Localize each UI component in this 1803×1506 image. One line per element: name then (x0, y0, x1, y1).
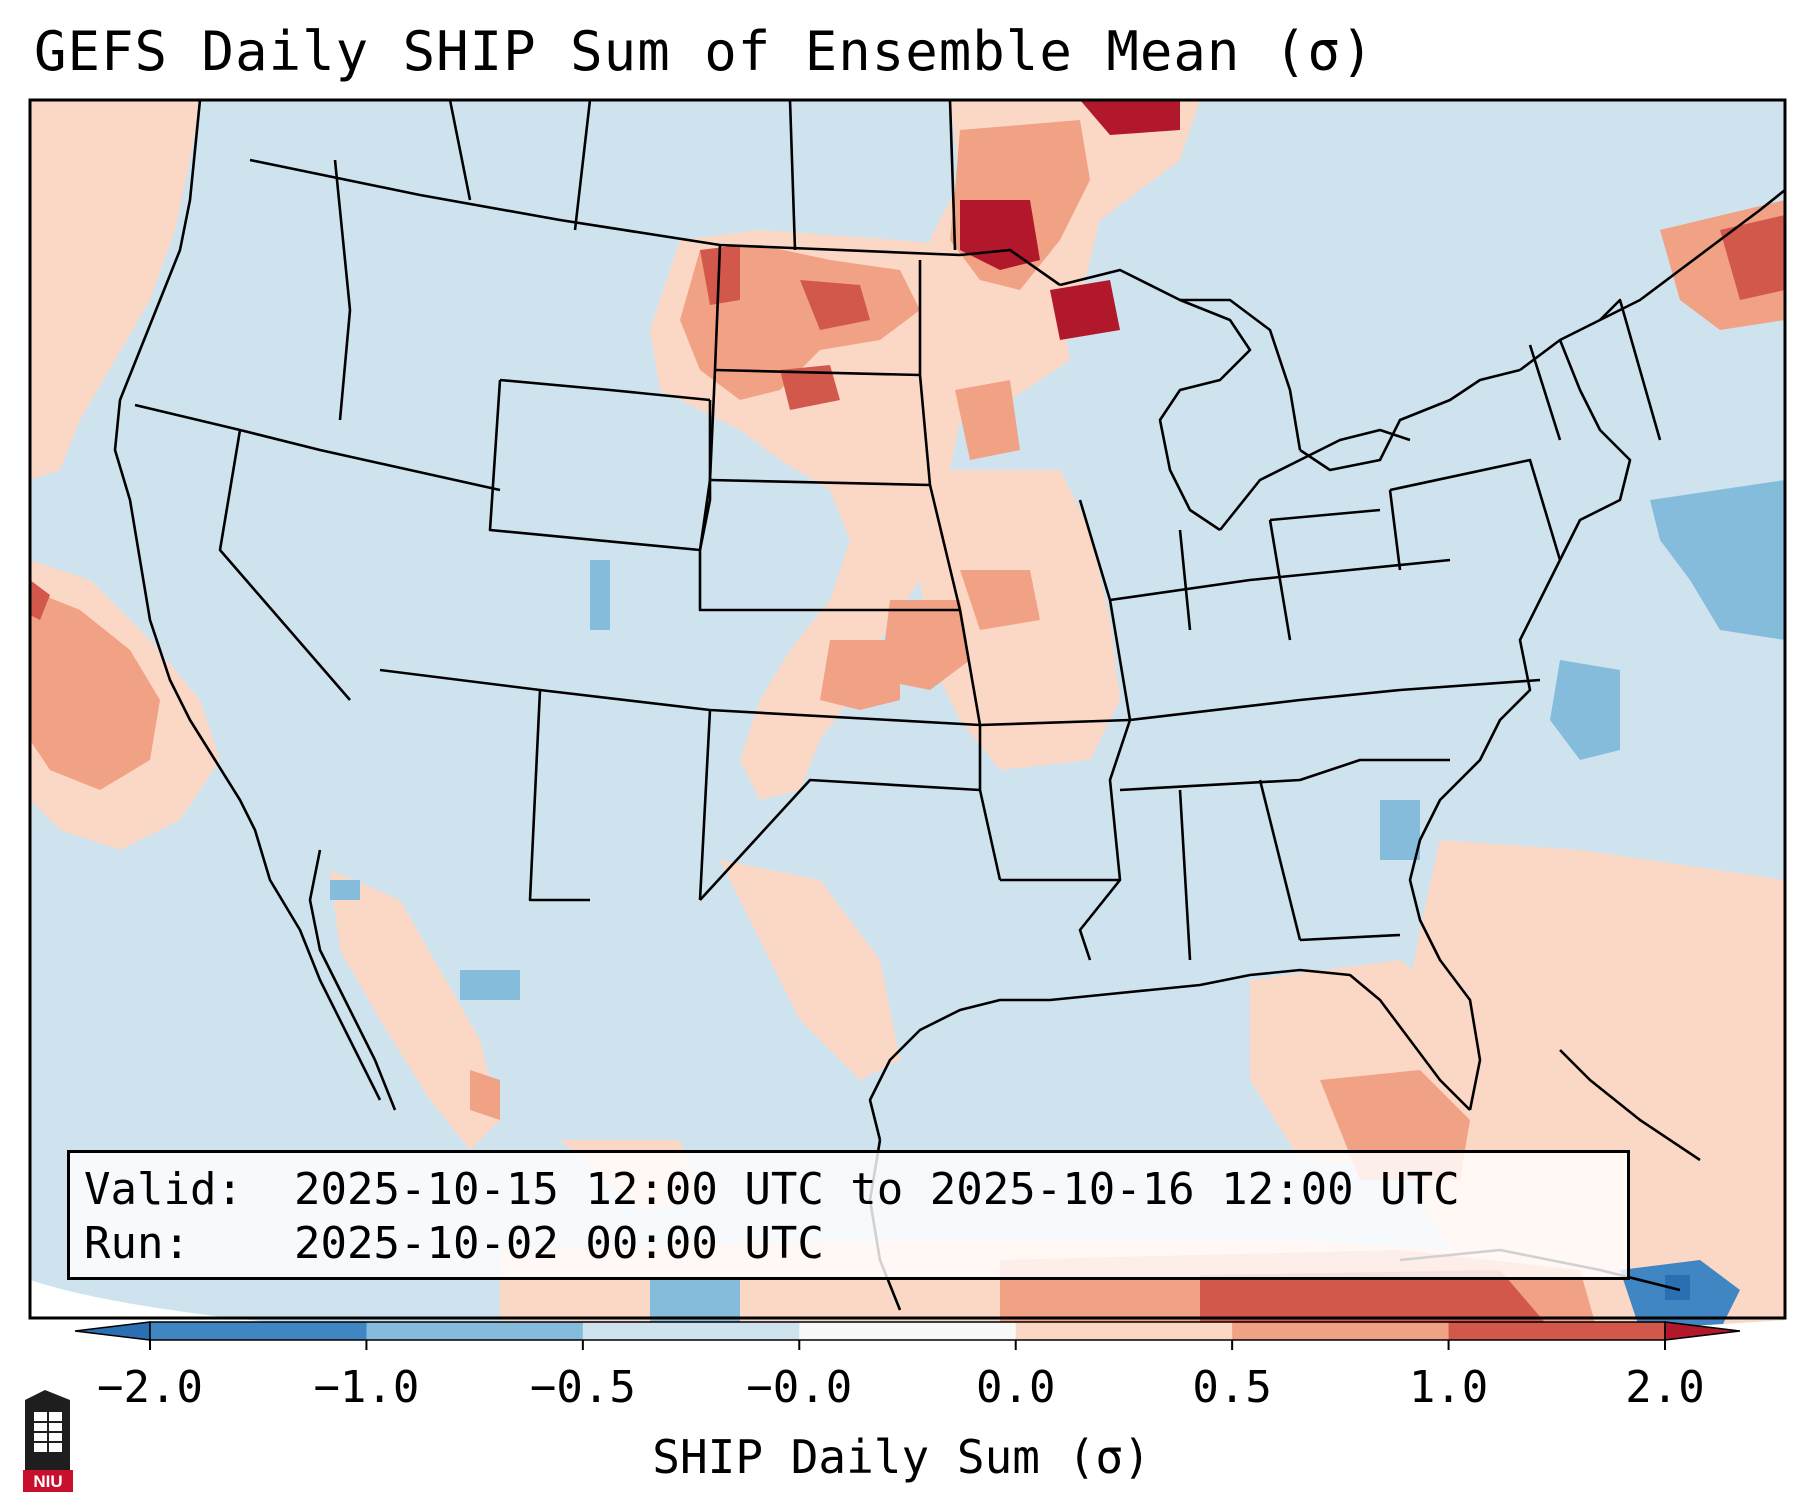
colorbar-segment (1232, 1322, 1450, 1340)
colorbar (74, 1321, 1741, 1350)
colorbar-tick-label: −0.5 (529, 1362, 636, 1413)
colorbar-segment (1448, 1322, 1666, 1340)
run-value: 2025-10-02 00:00 UTC (294, 1218, 824, 1269)
run-row: Run: 2025-10-02 00:00 UTC (84, 1217, 1613, 1271)
colorbar-tick-label: −1.0 (313, 1362, 420, 1413)
colorbar-segment (366, 1322, 584, 1340)
niu-logo-icon: NIU (23, 1390, 73, 1492)
colorbar-outline (149, 1321, 1666, 1341)
logo-text: NIU (33, 1472, 62, 1491)
run-label: Run: (84, 1218, 190, 1269)
colorbar-tick-label: 1.0 (1408, 1362, 1489, 1413)
colorbar-extend-low (74, 1321, 151, 1341)
map-border (28, 98, 1787, 1320)
colorbar-segment (582, 1322, 800, 1340)
colorbar-tick-label: 0.5 (1192, 1362, 1272, 1413)
valid-value: 2025-10-15 12:00 UTC to 2025-10-16 12:00… (294, 1164, 1460, 1215)
colorbar-segment (150, 1322, 367, 1340)
colorbar-label: SHIP Daily Sum (σ) (652, 1430, 1151, 1484)
colorbar-segment (1015, 1322, 1233, 1340)
map-title: GEFS Daily SHIP Sum of Ensemble Mean (σ) (34, 20, 1375, 83)
colorbar-tick-label: −0.0 (746, 1362, 853, 1413)
valid-row: Valid: 2025-10-15 12:00 UTC to 2025-10-16… (84, 1163, 1613, 1217)
run-info-box: Valid: 2025-10-15 12:00 UTC to 2025-10-16… (67, 1150, 1630, 1280)
colorbar-tick-label: 0.0 (975, 1362, 1056, 1413)
colorbar-segment (799, 1322, 1017, 1340)
colorbar-tick-label: 2.0 (1625, 1362, 1705, 1413)
ship-field (30, 100, 1785, 1340)
valid-label: Valid: (84, 1164, 243, 1215)
colorbar-tick-label: −2.0 (97, 1362, 203, 1413)
